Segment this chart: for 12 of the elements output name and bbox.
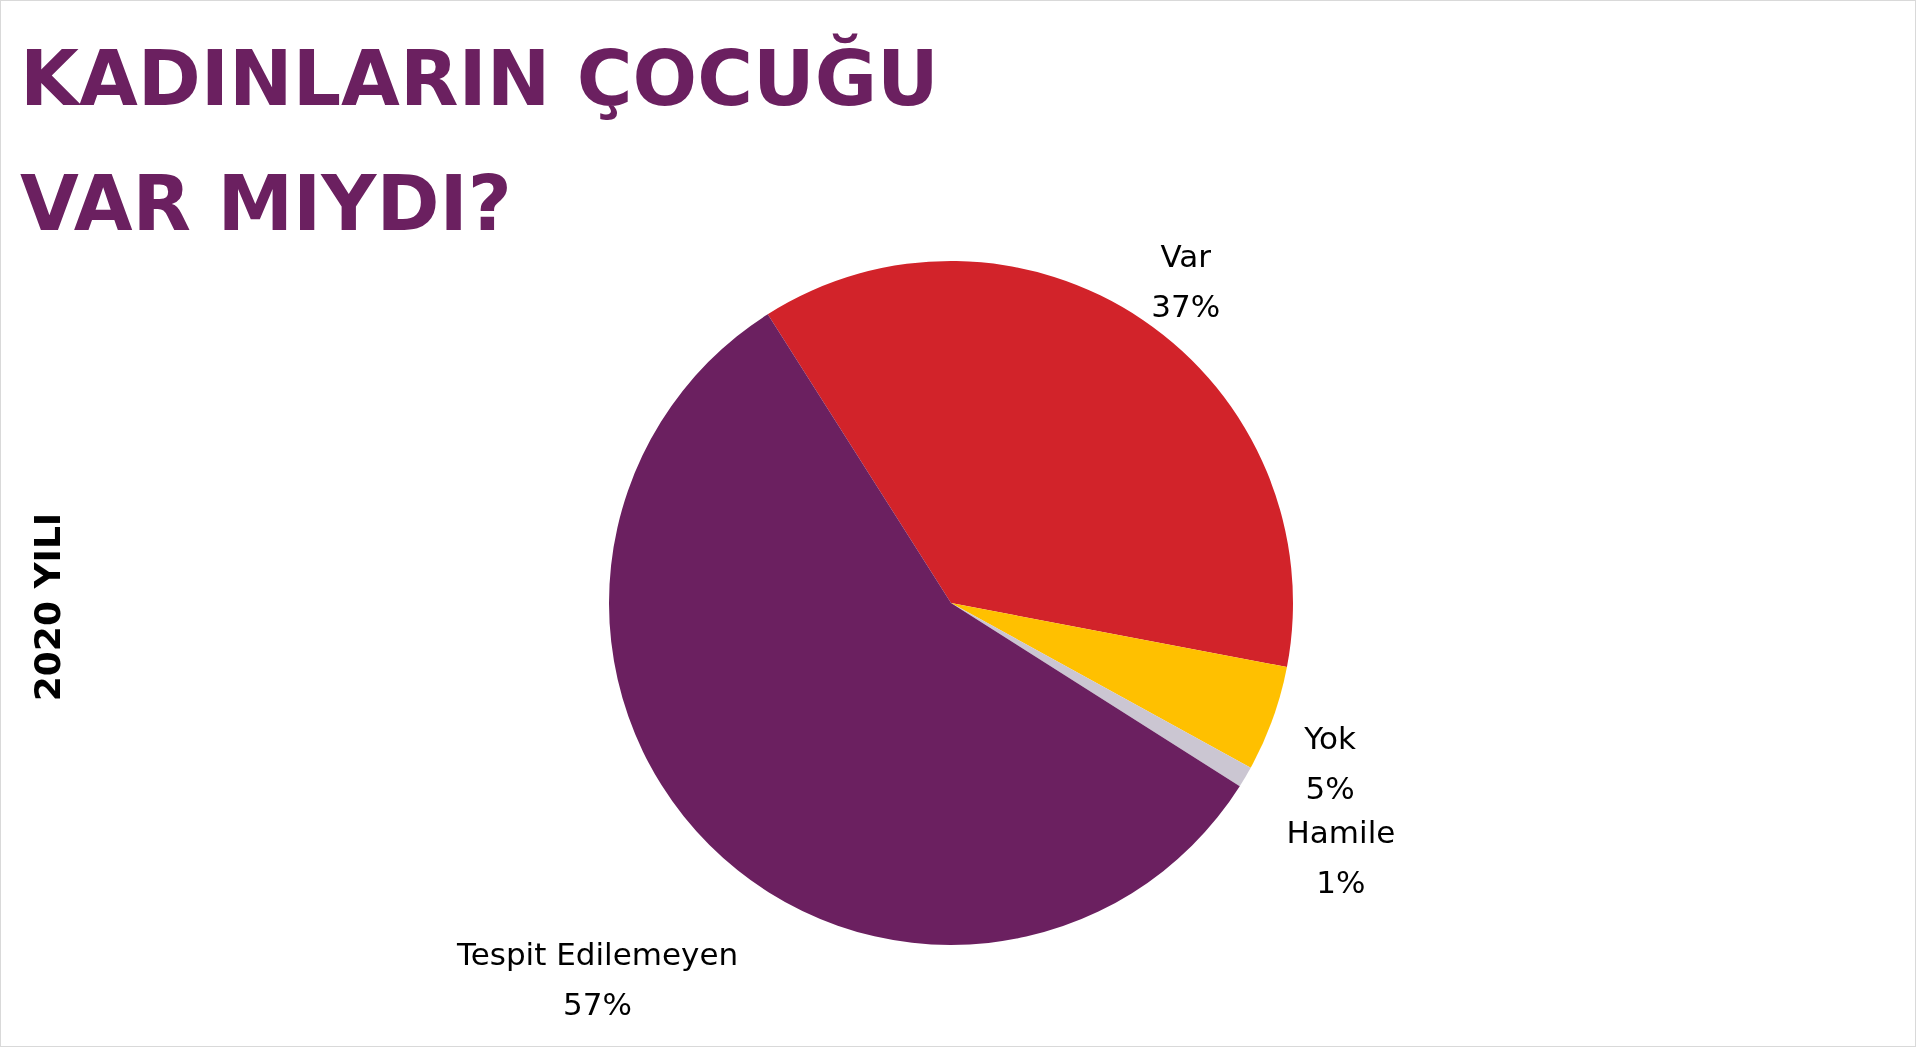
chart-title: KADINLARIN ÇOCUĞU VAR MIYDI? <box>20 33 939 248</box>
data-label: 57% <box>563 986 633 1023</box>
slice-label: Hamile <box>1286 813 1396 850</box>
text: 2020 YILI <box>27 512 68 702</box>
data-label: 5% <box>1305 769 1355 806</box>
slice-label: Var <box>1160 237 1212 274</box>
pie-slice <box>951 603 1287 768</box>
data-label: 37% <box>1151 287 1221 324</box>
data-label: 1% <box>1316 863 1366 900</box>
slice-label: Tespit Edilemeyen <box>456 936 739 973</box>
slice-label: Yok <box>1303 719 1357 756</box>
pie-slice <box>951 603 1251 787</box>
